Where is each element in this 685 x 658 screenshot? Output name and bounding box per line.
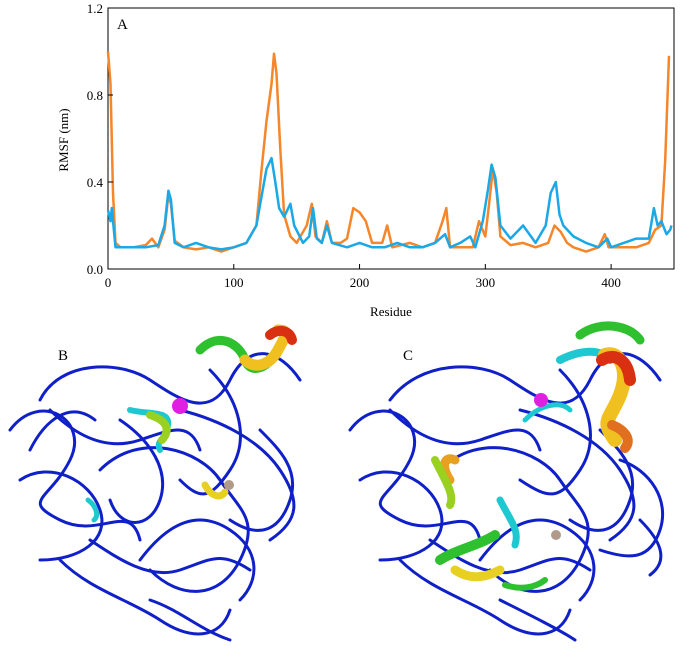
loop-c-bottom-green: [435, 530, 500, 565]
series-layer: [106, 51, 673, 253]
y-tick-label: 0.0: [87, 262, 103, 277]
loop-c-cyan-top: [522, 402, 573, 423]
y-axis-ticks: 0.0 0.4 0.8 1.2: [87, 1, 113, 277]
loop-c-bottom-yellow: [450, 565, 505, 582]
panel-a-label: A: [117, 17, 128, 33]
series-0-line: [106, 51, 671, 253]
x-axis-title: Residue: [370, 304, 412, 319]
protein-structure-b: B: [8, 324, 302, 642]
y-tick-label: 1.2: [87, 1, 103, 16]
y-tick-label: 0.8: [87, 88, 103, 103]
x-tick-label: 100: [224, 275, 244, 290]
x-tick-label: 200: [350, 275, 370, 290]
x-axis-ticks: 0 100 200 300 400: [105, 264, 621, 290]
x-tick-label: 400: [601, 275, 621, 290]
metal-ion-b: [224, 480, 234, 490]
flexible-loop-c-top: [575, 321, 645, 345]
y-axis-title: RMSF (nm): [56, 108, 71, 171]
loop-b-cyan: [85, 497, 100, 523]
metal-ion-c: [551, 530, 561, 540]
x-tick-label: 300: [476, 275, 496, 290]
x-tick-label: 0: [105, 275, 112, 290]
loop-b-mid-hot: [146, 411, 171, 444]
plot-frame: [107, 7, 675, 270]
backbone-ribbon-b: [8, 352, 302, 642]
magenta-marker-c: [534, 393, 548, 407]
rmsf-chart: 0 100 200 300 400 0.0 0.4 0.8 1.2 A Residue RMS…: [56, 1, 675, 319]
panel-b-label: B: [58, 348, 68, 364]
loop-b-site: [201, 481, 229, 500]
loop-c-bottom-green2: [502, 577, 548, 591]
loop-c-left: [440, 454, 460, 485]
flexible-loop-b-peak: [265, 325, 297, 345]
panel-c-label: C: [403, 348, 413, 364]
series-1-line: [106, 156, 673, 251]
protein-structure-c: C: [348, 321, 665, 642]
flexible-loop-c-peak: [596, 350, 636, 386]
loop-c-left-green: [431, 456, 456, 509]
magenta-marker-b: [172, 398, 188, 414]
loop-c-cyan-mid: [496, 496, 520, 549]
y-tick-label: 0.4: [87, 175, 104, 190]
loop-c-bottom-orange: [607, 420, 633, 453]
